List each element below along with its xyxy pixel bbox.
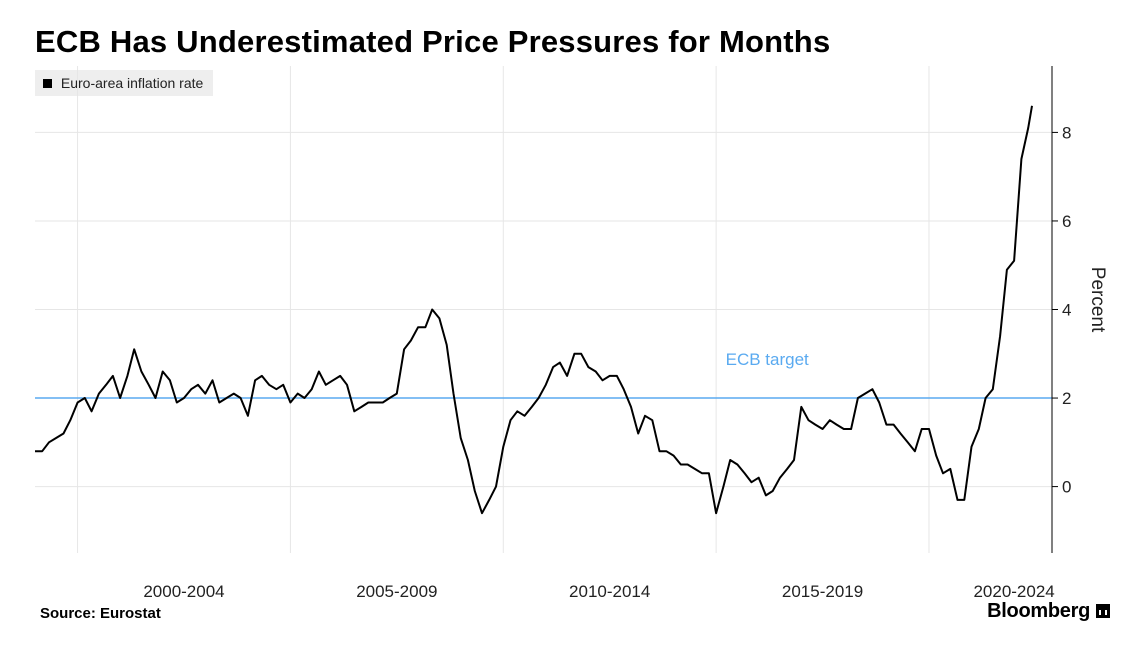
- series-group: [35, 105, 1033, 515]
- x-tick-label: 2020-2024: [973, 582, 1054, 601]
- chart-legend: Euro-area inflation rate: [35, 70, 214, 96]
- chart-grid: [35, 66, 1052, 553]
- x-tick-label: 2010-2014: [569, 582, 650, 601]
- source-note: Source: Eurostat: [40, 605, 161, 622]
- legend-label: Euro-area inflation rate: [60, 75, 204, 91]
- chart-title: ECB Has Underestimated Price Pressures f…: [35, 24, 831, 59]
- brand-logo: Bloomberg: [987, 600, 1110, 623]
- y-axis-label: Percent: [1087, 267, 1108, 333]
- series-line: [35, 105, 1033, 515]
- chart-icon: [1096, 604, 1110, 618]
- y-axis: 0 2 4 6 8: [1051, 66, 1071, 553]
- y-tick-label: 0: [1062, 478, 1071, 497]
- brand-name: Bloomberg: [987, 600, 1090, 622]
- x-tick-label: 2015-2019: [782, 582, 863, 601]
- target-label: ECB target: [726, 350, 809, 369]
- y-tick-label: 2: [1062, 389, 1071, 408]
- y-tick-label: 8: [1062, 123, 1071, 142]
- legend-swatch: [43, 79, 52, 88]
- target-group: ECB target: [35, 350, 1052, 399]
- x-tick-label: 2000-2004: [143, 582, 224, 601]
- x-axis: 2000-2004 2005-2009 2010-2014 2015-2019 2020…: [143, 582, 1054, 601]
- y-tick-label: 4: [1062, 301, 1071, 320]
- x-tick-label: 2005-2009: [356, 582, 437, 601]
- y-tick-label: 6: [1062, 212, 1071, 231]
